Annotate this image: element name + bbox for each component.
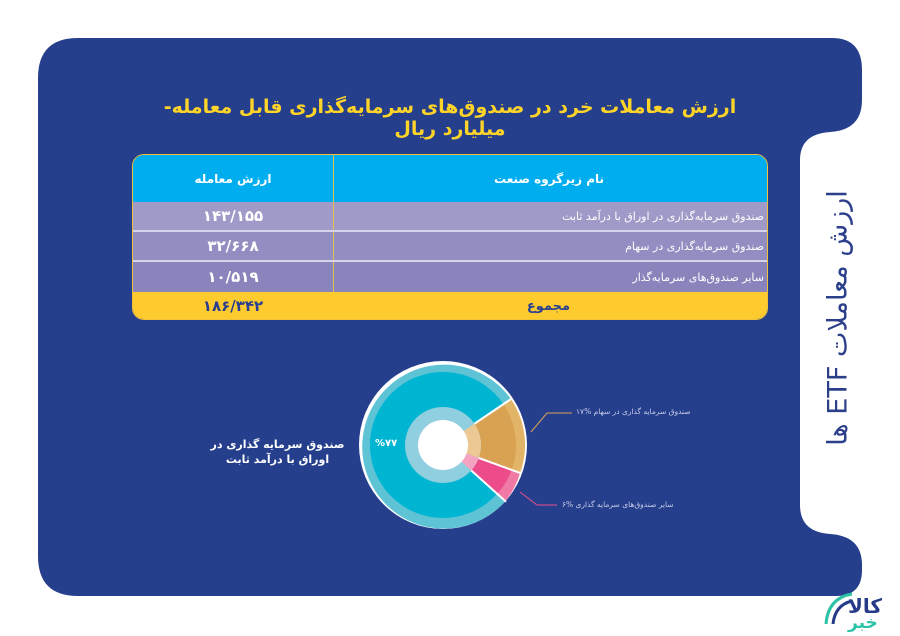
table-row: سایر صندوق‌های سرمایه‌گذار ۱۰/۵۱۹ bbox=[133, 262, 767, 292]
donut-hole bbox=[418, 420, 468, 470]
logo-text-kala: کالا bbox=[848, 594, 883, 618]
bonds-slice-label: صندوق سرمایه گذاری در اوراق با درآمد ثاب… bbox=[210, 438, 345, 466]
data-table: نام زیرگروه صنعت ارزش معامله صندوق سرمای… bbox=[132, 154, 768, 320]
row-value: ۱۰/۵۱۹ bbox=[207, 268, 259, 286]
row-value: ۱۴۳/۱۵۵ bbox=[202, 207, 264, 225]
leader-line-other bbox=[519, 491, 557, 506]
total-value: ۱۸۶/۳۴۲ bbox=[202, 297, 264, 315]
chart-title: ارزش معاملات خرد در صندوق‌های سرمایه‌گذا… bbox=[163, 96, 737, 140]
other-slice-label: سایر صندوق‌های سرمایه گذاری %۶ bbox=[562, 500, 674, 509]
header-value: ارزش معامله bbox=[194, 171, 272, 186]
bonds-percent-label: %۷۷ bbox=[375, 438, 398, 449]
table-header-row: نام زیرگروه صنعت ارزش معامله bbox=[133, 155, 767, 202]
row-name: سایر صندوق‌های سرمایه‌گذار bbox=[333, 262, 767, 292]
table-row: صندوق سرمایه‌گذاری در سهام ۳۲/۶۶۸ bbox=[133, 232, 767, 262]
row-value: ۳۲/۶۶۸ bbox=[207, 237, 259, 255]
leader-line-stocks bbox=[530, 412, 572, 433]
logo-text-khabar: خبر bbox=[848, 613, 878, 633]
side-title: ارزش معاملات ETF ها bbox=[822, 190, 854, 446]
table-row: صندوق سرمایه‌گذاری در اوراق با درآمد ثاب… bbox=[133, 202, 767, 232]
total-label: مجموع bbox=[526, 298, 571, 314]
row-name: صندوق سرمایه‌گذاری در اوراق با درآمد ثاب… bbox=[333, 202, 767, 230]
header-name: نام زیرگروه صنعت bbox=[333, 155, 767, 202]
stocks-slice-label: صندوق سرمایه گذاری در سهام %۱۷ bbox=[576, 407, 691, 416]
row-name: صندوق سرمایه‌گذاری در سهام bbox=[333, 232, 767, 260]
table-total-row: مجموع ۱۸۶/۳۴۲ bbox=[133, 292, 767, 319]
signal-logo-icon bbox=[824, 592, 853, 625]
